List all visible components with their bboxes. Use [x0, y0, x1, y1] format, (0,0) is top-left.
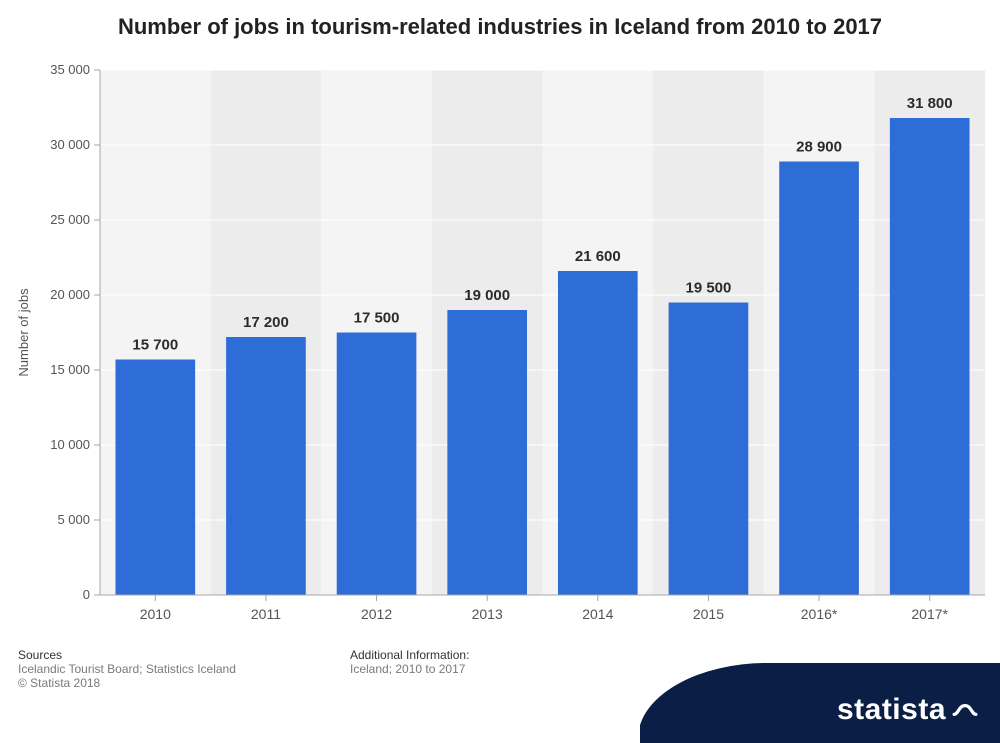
- bar-value-label: 19 500: [685, 280, 731, 297]
- bar: [337, 333, 417, 596]
- y-tick-label: 5 000: [57, 512, 90, 527]
- x-tick-label: 2012: [361, 606, 392, 622]
- bar-value-label: 31 800: [907, 95, 953, 112]
- badge-label: statista: [837, 693, 978, 727]
- additional-info-header: Additional Information:: [350, 648, 469, 662]
- bar-value-label: 19 000: [464, 287, 510, 304]
- bar: [558, 271, 638, 595]
- y-tick-label: 25 000: [50, 212, 90, 227]
- bar: [115, 360, 195, 596]
- y-tick-label: 15 000: [50, 362, 90, 377]
- statista-badge: statista: [640, 653, 1000, 743]
- footer: Sources Icelandic Tourist Board; Statist…: [0, 648, 1000, 743]
- y-tick-label: 35 000: [50, 62, 90, 77]
- bar: [447, 310, 527, 595]
- chart-title: Number of jobs in tourism-related indust…: [0, 0, 1000, 40]
- bar-value-label: 17 200: [243, 314, 289, 331]
- statista-wave-icon: [952, 697, 978, 723]
- x-tick-label: 2010: [140, 606, 171, 622]
- y-tick-label: 0: [83, 587, 90, 602]
- bar-value-label: 15 700: [132, 337, 178, 354]
- sources-header: Sources: [18, 648, 236, 662]
- x-tick-label: 2013: [472, 606, 503, 622]
- sources-line-1: Icelandic Tourist Board; Statistics Icel…: [18, 662, 236, 676]
- y-tick-label: 30 000: [50, 137, 90, 152]
- y-axis-label: Number of jobs: [16, 288, 31, 377]
- bar: [669, 303, 749, 596]
- x-tick-label: 2011: [251, 606, 281, 622]
- bar-value-label: 21 600: [575, 248, 621, 265]
- y-tick-label: 20 000: [50, 287, 90, 302]
- bar: [226, 337, 306, 595]
- bar-chart-svg: 0 5 000 10 000 15 000 20 000 25 000 30 000 35 0…: [0, 55, 1000, 645]
- bar-value-label: 28 900: [796, 139, 842, 156]
- bar: [779, 162, 859, 596]
- y-tick-label: 10 000: [50, 437, 90, 452]
- additional-info-line-1: Iceland; 2010 to 2017: [350, 662, 469, 676]
- badge-text: statista: [837, 693, 946, 727]
- chart-area: 0 5 000 10 000 15 000 20 000 25 000 30 000 35 0…: [0, 55, 1000, 645]
- x-tick-label: 2015: [693, 606, 724, 622]
- x-tick-label: 2017*: [911, 606, 948, 622]
- additional-info-block: Additional Information: Iceland; 2010 to…: [350, 648, 469, 676]
- sources-block: Sources Icelandic Tourist Board; Statist…: [18, 648, 236, 690]
- chart-container: Number of jobs in tourism-related indust…: [0, 0, 1000, 743]
- bar-value-label: 17 500: [354, 310, 400, 327]
- sources-line-2: © Statista 2018: [18, 676, 236, 690]
- x-tick-label: 2016*: [801, 606, 838, 622]
- x-tick-label: 2014: [582, 606, 613, 622]
- bar: [890, 118, 970, 595]
